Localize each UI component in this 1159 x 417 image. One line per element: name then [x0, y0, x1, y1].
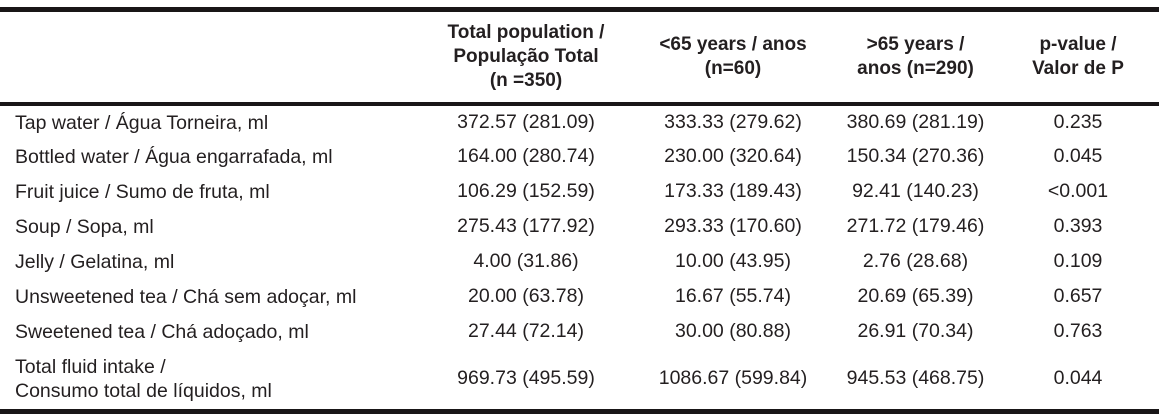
header-line: anos (n=290)	[857, 58, 974, 79]
row-label-line: Jelly / Gelatina, ml	[15, 250, 175, 273]
table-body: Tap water / Água Torneira, ml 372.57 (28…	[0, 104, 1159, 411]
under-65-value: 16.67 (55.74)	[674, 285, 791, 307]
row-label-line: Bottled water / Água engarrafada, ml	[15, 145, 333, 168]
p-value-cell: 0.109	[1053, 250, 1103, 272]
row-label-line: Soup / Sopa, ml	[15, 215, 154, 238]
p-value-cell: <0.001	[1047, 180, 1109, 202]
over-65-value: 380.69 (281.19)	[846, 111, 985, 133]
total-population-value: 164.00 (280.74)	[457, 145, 595, 167]
p-value-cell: 0.045	[1053, 145, 1103, 167]
under-65-value: 30.00 (80.88)	[674, 320, 791, 342]
header-over-65: >65 years / anos (n=290)	[834, 10, 997, 105]
total-population-value: 20.00 (63.78)	[467, 285, 584, 307]
row-label-line: Total fluid intake /	[15, 355, 166, 378]
p-value-cell: 0.763	[1053, 320, 1103, 342]
under-65-value: 173.33 (189.43)	[664, 180, 802, 202]
row-label-line: Fruit juice / Sumo de fruta, ml	[15, 180, 270, 203]
row-label-line: Consumo total de líquidos, ml	[15, 379, 272, 402]
p-value-cell: 0.044	[1053, 367, 1103, 390]
over-65-value: 150.34 (270.36)	[846, 145, 985, 167]
header-line: >65 years /	[866, 34, 965, 55]
header-total-population: Total population / População Total (n =3…	[420, 10, 632, 105]
row-label-line: Tap water / Água Torneira, ml	[15, 111, 269, 134]
header-empty-cell	[0, 10, 420, 105]
table-row-unsweetened-tea: Unsweetened tea / Chá sem adoçar, ml 20.…	[0, 279, 1159, 314]
header-under-65: <65 years / anos (n=60)	[632, 10, 834, 105]
total-population-value: 4.00 (31.86)	[473, 250, 579, 272]
over-65-value: 92.41 (140.23)	[852, 180, 979, 202]
over-65-value: 20.69 (65.39)	[857, 285, 974, 307]
under-65-value: 1086.67 (599.84)	[658, 367, 808, 390]
header-line: Valor de P	[1032, 58, 1124, 79]
table-row-jelly: Jelly / Gelatina, ml 4.00 (31.86) 10.00 …	[0, 244, 1159, 279]
row-label: Bottled water / Água engarrafada, ml	[0, 139, 420, 174]
row-label: Tap water / Água Torneira, ml	[0, 104, 420, 139]
row-label: Jelly / Gelatina, ml	[0, 244, 420, 279]
header-line: <65 years / anos	[659, 34, 807, 55]
under-65-value: 333.33 (279.62)	[664, 111, 802, 133]
table-row-total-fluid-intake: Total fluid intake / Consumo total de lí…	[0, 349, 1159, 411]
table-row-tap-water: Tap water / Água Torneira, ml 372.57 (28…	[0, 104, 1159, 139]
over-65-value: 2.76 (28.68)	[862, 250, 969, 272]
fluid-intake-table: Total population / População Total (n =3…	[0, 7, 1159, 414]
header-line: População Total	[453, 46, 599, 67]
row-label: Total fluid intake / Consumo total de lí…	[0, 349, 420, 411]
total-population-value: 106.29 (152.59)	[457, 180, 595, 202]
row-label: Unsweetened tea / Chá sem adoçar, ml	[0, 279, 420, 314]
row-label-line: Unsweetened tea / Chá sem adoçar, ml	[15, 285, 357, 308]
row-label: Soup / Sopa, ml	[0, 209, 420, 244]
row-label-line: Sweetened tea / Chá adoçado, ml	[15, 320, 309, 343]
header-line: Total population /	[447, 22, 605, 43]
header-line: p-value /	[1039, 34, 1117, 55]
total-population-value: 372.57 (281.09)	[457, 111, 595, 133]
p-value-cell: 0.235	[1053, 111, 1103, 133]
table-row-sweetened-tea: Sweetened tea / Chá adoçado, ml 27.44 (7…	[0, 314, 1159, 349]
table-row-soup: Soup / Sopa, ml 275.43 (177.92) 293.33 (…	[0, 209, 1159, 244]
row-label: Sweetened tea / Chá adoçado, ml	[0, 314, 420, 349]
under-65-value: 293.33 (170.60)	[664, 215, 802, 237]
over-65-value: 271.72 (179.46)	[846, 215, 985, 237]
header-row: Total population / População Total (n =3…	[0, 10, 1159, 105]
header-line: (n=60)	[704, 58, 762, 79]
over-65-value: 945.53 (468.75)	[846, 367, 985, 390]
table-row-bottled-water: Bottled water / Água engarrafada, ml 164…	[0, 139, 1159, 174]
under-65-value: 230.00 (320.64)	[664, 145, 802, 167]
p-value-cell: 0.393	[1053, 215, 1103, 237]
over-65-value: 26.91 (70.34)	[857, 320, 974, 342]
total-population-value: 275.43 (177.92)	[457, 215, 595, 237]
table-row-fruit-juice: Fruit juice / Sumo de fruta, ml 106.29 (…	[0, 174, 1159, 209]
total-population-value: 969.73 (495.59)	[457, 367, 595, 390]
p-value-cell: 0.657	[1053, 285, 1103, 307]
total-population-value: 27.44 (72.14)	[467, 320, 584, 342]
header-p-value: p-value / Valor de P	[997, 10, 1159, 105]
row-label: Fruit juice / Sumo de fruta, ml	[0, 174, 420, 209]
header-line: (n =350)	[489, 70, 563, 91]
table-header: Total population / População Total (n =3…	[0, 10, 1159, 105]
under-65-value: 10.00 (43.95)	[674, 250, 791, 272]
